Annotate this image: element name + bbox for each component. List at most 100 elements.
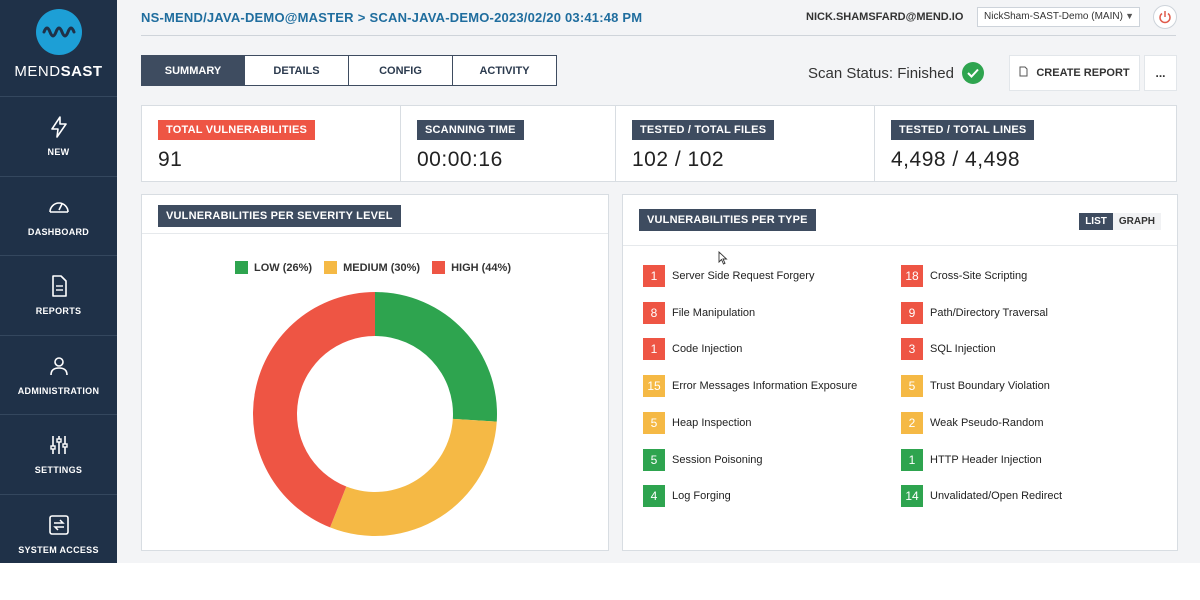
breadcrumb-scan: SCAN-JAVA-DEMO-2023/02/20 03:41:48 PM (369, 10, 643, 25)
create-report-label: CREATE REPORT (1036, 67, 1130, 79)
power-icon (1159, 11, 1171, 24)
type-list-item[interactable]: 5 Trust Boundary Violation (901, 375, 1050, 398)
bottom-strip (0, 563, 1200, 600)
sidebar-item-reports[interactable]: REPORTS (0, 256, 117, 336)
brand-name: MEND SAST (14, 63, 102, 80)
count-badge: 8 (643, 301, 665, 324)
org-select-value: NickSham-SAST-Demo (MAIN) (984, 11, 1123, 22)
type-list-item[interactable]: 9 Path/Directory Traversal (901, 301, 1048, 324)
legend-swatch (235, 261, 248, 274)
vulnerability-type-name: Server Side Request Forgery (672, 270, 815, 282)
create-report-button[interactable]: CREATE REPORT (1009, 55, 1140, 91)
legend-item-medium[interactable]: MEDIUM (30%) (324, 261, 420, 274)
type-list-item[interactable]: 2 Weak Pseudo-Random (901, 411, 1044, 434)
sidebar-item-label: REPORTS (35, 306, 82, 317)
view-toggle: LIST GRAPH (1079, 213, 1161, 230)
sidebar-item-new[interactable]: NEW (0, 97, 117, 177)
brand-part-2: SAST (60, 63, 103, 80)
legend-swatch (432, 261, 446, 274)
breadcrumb-project[interactable]: NS-MEND/JAVA-DEMO@MASTER (141, 10, 354, 25)
type-list-item[interactable]: 8 File Manipulation (643, 301, 756, 324)
type-list-item[interactable]: 4 Log Forging (643, 485, 731, 508)
vulnerability-type-name: Log Forging (672, 490, 731, 503)
type-list-item[interactable]: 1 HTTP Header Injection (901, 448, 1042, 471)
tab-config[interactable]: CONFIG (349, 55, 453, 86)
type-panel-header: VULNERABILITIES PER TYPE LIST GRAPH (623, 195, 1177, 246)
vulnerability-type-name: Unvalidated/Open Redirect (930, 490, 1063, 503)
sidebar-item-label: SYSTEM ACCESS (18, 544, 99, 555)
mend-logo-icon (35, 9, 82, 55)
count-badge: 18 (901, 265, 923, 287)
sidebar-item-settings[interactable]: SETTINGS (0, 415, 117, 495)
type-panel: VULNERABILITIES PER TYPE LIST GRAPH 1 Ser… (622, 194, 1178, 551)
logout-button[interactable] (1153, 5, 1177, 29)
tab-activity[interactable]: ACTIVITY (453, 55, 557, 86)
stat-tested-files: TESTED / TOTAL FILES 102 / 102 (616, 106, 875, 181)
type-list-item[interactable]: 1 Code Injection (643, 338, 743, 361)
stat-value: 00:00:16 (417, 148, 503, 171)
view-graph-button[interactable]: GRAPH (1112, 213, 1161, 230)
sidebar-item-administration[interactable]: ADMINISTRATION (0, 336, 117, 415)
breadcrumb-separator: > (357, 10, 366, 25)
count-badge: 2 (901, 411, 923, 434)
sidebar-item-label: DASHBOARD (27, 226, 90, 237)
tab-summary[interactable]: SUMMARY (141, 55, 245, 86)
legend-label: LOW (26%) (254, 261, 313, 274)
stat-label: TOTAL VULNERABILITIES (158, 120, 316, 140)
sidebar-item-label: SETTINGS (34, 465, 83, 476)
legend-item-low[interactable]: LOW (26%) (235, 261, 312, 274)
legend-label: MEDIUM (30%) (343, 261, 421, 274)
donut-slice-medium[interactable] (330, 418, 497, 536)
type-list-item[interactable]: 5 Heap Inspection (643, 411, 752, 434)
user-icon (49, 356, 68, 375)
stat-label: SCANNING TIME (417, 120, 524, 140)
logo[interactable]: MEND SAST (0, 0, 117, 97)
mouse-cursor-icon (718, 251, 728, 265)
document-icon (1019, 66, 1028, 80)
count-badge: 15 (643, 375, 665, 398)
stat-label: TESTED / TOTAL LINES (891, 120, 1035, 140)
brand-part-1: MEND (14, 63, 61, 80)
stat-total-vulnerabilities: TOTAL VULNERABILITIES 91 (142, 106, 401, 181)
vulnerability-type-name: File Manipulation (672, 306, 756, 319)
check-icon (961, 62, 984, 84)
count-badge: 5 (643, 411, 665, 434)
sidebar-item-label: NEW (47, 147, 70, 158)
donut-slice-low[interactable] (375, 292, 497, 422)
vulnerability-type-name: Path/Directory Traversal (930, 306, 1048, 319)
org-select[interactable]: NickSham-SAST-Demo (MAIN) ▼ (977, 7, 1140, 27)
severity-panel-title: VULNERABILITIES PER SEVERITY LEVEL (158, 205, 401, 227)
sidebar-item-dashboard[interactable]: DASHBOARD (0, 177, 117, 256)
severity-panel-header: VULNERABILITIES PER SEVERITY LEVEL (142, 195, 608, 234)
tab-details[interactable]: DETAILS (245, 55, 349, 86)
type-list-item[interactable]: 18 Cross-Site Scripting (901, 265, 1027, 287)
vulnerability-type-name: Cross-Site Scripting (930, 270, 1028, 282)
donut-slice-high[interactable] (253, 292, 375, 528)
scan-status: Scan Status: Finished (808, 62, 984, 84)
type-list-item[interactable]: 15 Error Messages Information Exposure (643, 375, 858, 398)
type-list-item[interactable]: 1 Server Side Request Forgery (643, 265, 814, 287)
vulnerability-type-name: Code Injection (672, 343, 743, 356)
top-bar: NS-MEND/JAVA-DEMO@MASTER > SCAN-JAVA-DEMO-… (141, 0, 1177, 36)
breadcrumb: NS-MEND/JAVA-DEMO@MASTER > SCAN-JAVA-DEMO-… (141, 10, 642, 25)
count-badge: 5 (901, 375, 923, 398)
stats-row: TOTAL VULNERABILITIES 91 SCANNING TIME 0… (141, 105, 1177, 182)
legend-item-high[interactable]: HIGH (44%) (432, 261, 511, 274)
legend-label: HIGH (44%) (451, 261, 511, 274)
stat-value: 4,498 / 4,498 (891, 148, 1021, 171)
view-list-button[interactable]: LIST (1079, 213, 1113, 230)
count-badge: 3 (901, 338, 923, 361)
sidebar-item-label: ADMINISTRATION (17, 385, 100, 396)
type-list-item[interactable]: 3 SQL Injection (901, 338, 996, 361)
more-button[interactable]: ... (1144, 55, 1177, 91)
count-badge: 1 (643, 338, 665, 361)
vulnerability-type-name: Error Messages Information Exposure (672, 380, 858, 393)
main-content: NS-MEND/JAVA-DEMO@MASTER > SCAN-JAVA-DEMO-… (117, 0, 1200, 563)
sliders-icon (49, 436, 68, 455)
type-list-item[interactable]: 14 Unvalidated/Open Redirect (901, 485, 1063, 508)
count-badge: 14 (901, 485, 923, 508)
vulnerability-type-name: Trust Boundary Violation (930, 380, 1050, 393)
type-list-item[interactable]: 5 Session Poisoning (643, 448, 763, 471)
sidebar: MEND SAST NEW DASHBOARD REPORTS ADMINISTR… (0, 0, 117, 574)
